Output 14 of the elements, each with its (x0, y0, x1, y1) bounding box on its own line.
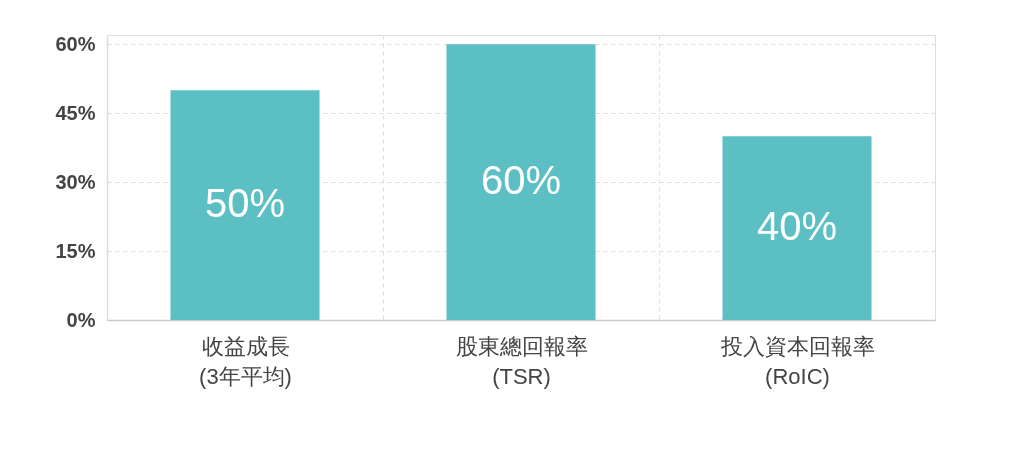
x-tick-label: 股東總回報率 (TSR) (455, 333, 588, 389)
y-tick-label: 15% (55, 239, 96, 262)
y-tick-label: 30% (55, 170, 96, 193)
bar (722, 136, 872, 320)
bar (446, 44, 596, 320)
data-label: 40% (756, 204, 838, 249)
x-tick-label: 投入資本回報率 (RoIC) (719, 333, 875, 389)
data-label: 50% (204, 181, 286, 226)
x-tick-label: 收益成長 (3年平均) (199, 333, 292, 389)
y-tick-label: 45% (55, 101, 96, 124)
bar (170, 90, 320, 320)
y-tick-label: 60% (55, 32, 96, 55)
y-tick-label: 0% (66, 308, 96, 331)
data-label: 60% (480, 158, 562, 203)
